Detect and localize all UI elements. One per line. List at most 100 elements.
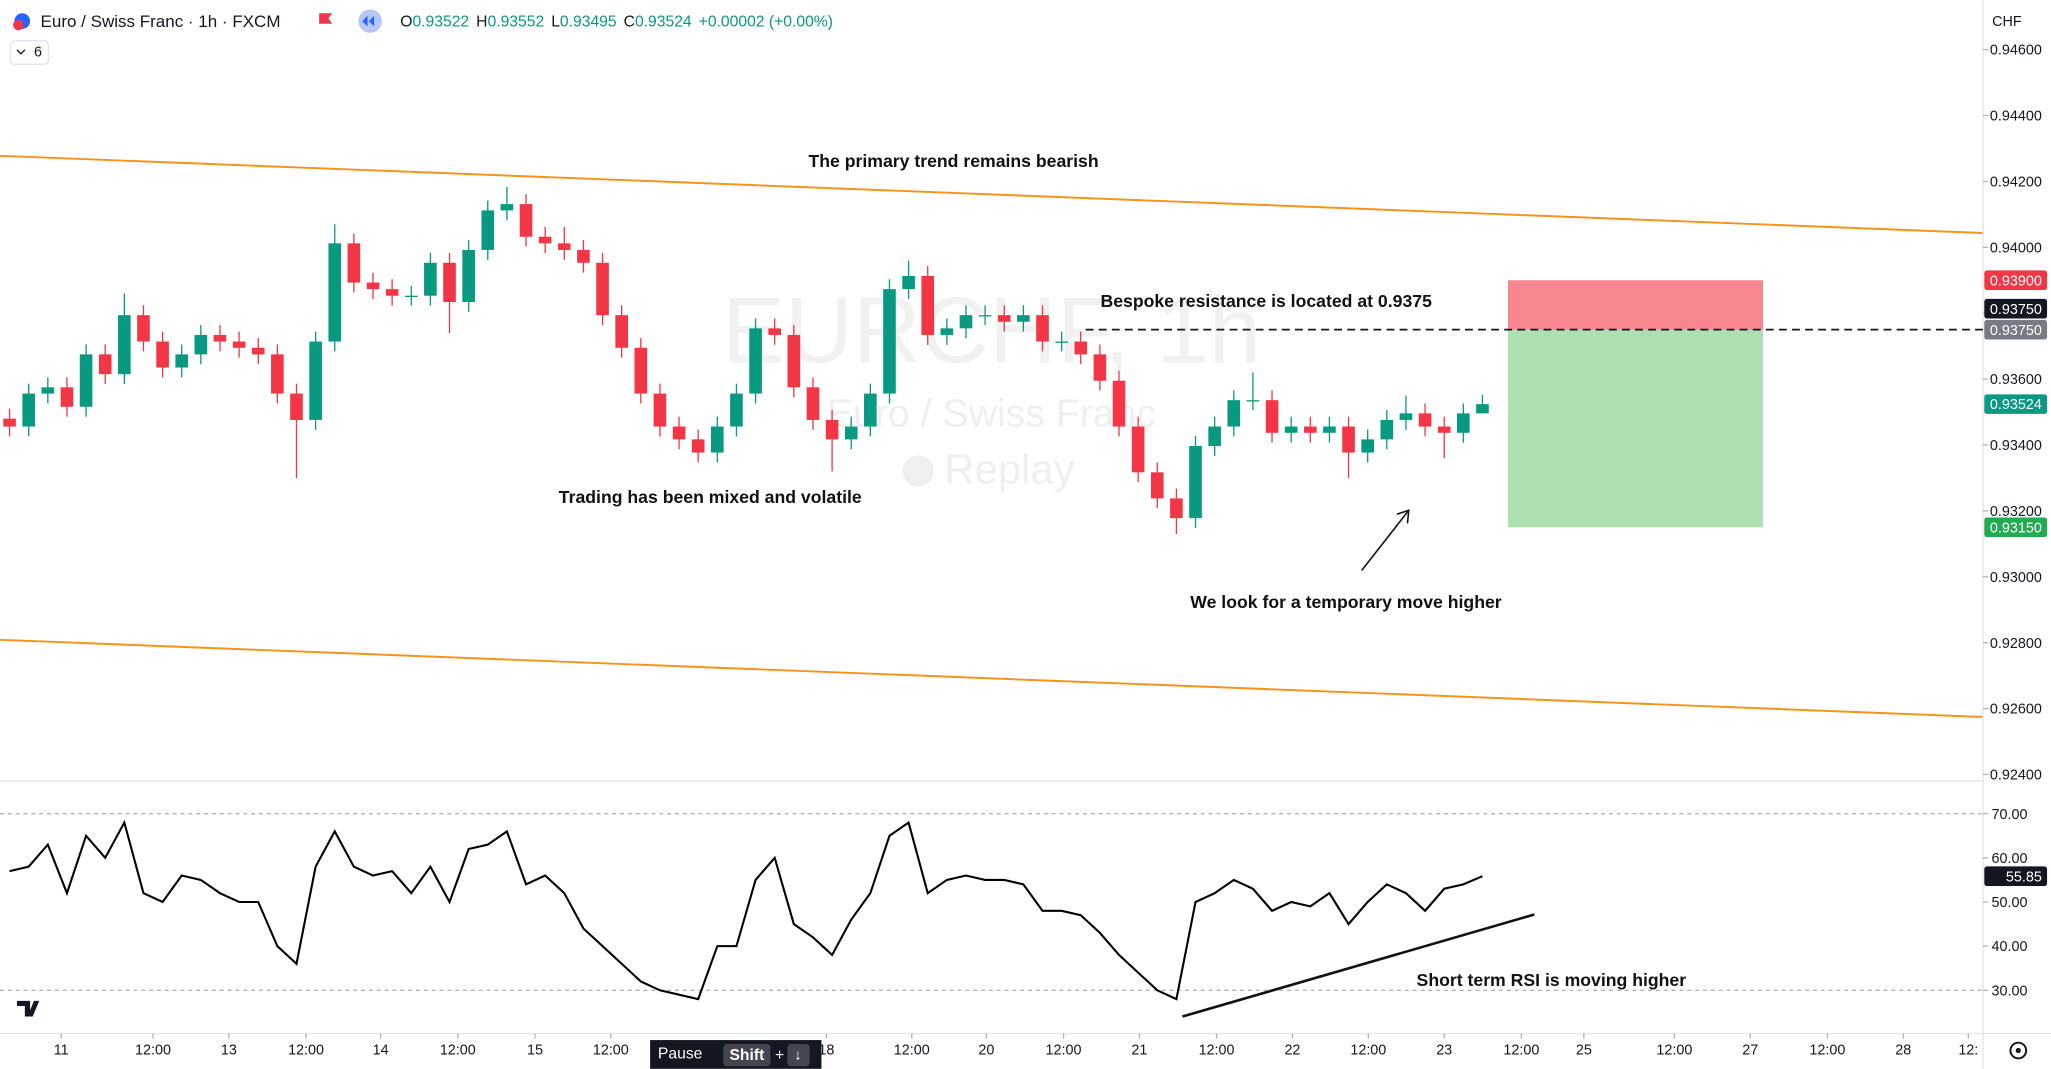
entry-label-text: 0.93750 [1990, 323, 2042, 339]
y-tick-label: 0.93400 [1990, 438, 2042, 454]
candle-body [98, 354, 112, 375]
candle-body [1112, 380, 1126, 427]
settings-button[interactable] [2009, 1041, 2028, 1060]
x-tick-label: 11 [54, 1042, 69, 1058]
candle-body [1131, 426, 1145, 473]
y-tick-label: 0.93200 [1990, 504, 2042, 520]
watermark-name: Euro / Swiss Franc [827, 391, 1156, 435]
arrow-shaft [1361, 509, 1410, 571]
ohlc-value: 0.93524 [635, 14, 692, 31]
annotation: The primary trend remains bearish [808, 151, 1098, 171]
candle-body [347, 243, 361, 283]
x-tick-label: 12:00 [1809, 1042, 1845, 1058]
candle-body [711, 426, 724, 453]
candle-body [290, 393, 303, 420]
candle-body [519, 204, 533, 237]
y-tick-label: 0.93000 [1990, 570, 2042, 586]
candle-body [538, 236, 552, 244]
x-tick-label: 15 [527, 1042, 543, 1058]
candle-body [1093, 354, 1107, 381]
candle-body [1055, 341, 1068, 343]
arrow-head [1396, 509, 1410, 524]
candle-body [921, 275, 935, 335]
candle-body [3, 418, 16, 427]
x-tick-label: 12: [1958, 1042, 1978, 1058]
ohlc-key: L [551, 14, 560, 31]
candle-body [137, 315, 150, 342]
pause-button[interactable]: Pause [658, 1046, 703, 1063]
y-tick-label: 0.94000 [1990, 240, 2042, 256]
replay-button-icon [362, 15, 375, 27]
candle-body [1361, 439, 1374, 453]
plus: + [775, 1047, 784, 1064]
y-tick-label: 0.94200 [1990, 174, 2042, 190]
y-tick-label: 0.92800 [1990, 636, 2042, 652]
symbol-icon [13, 19, 24, 31]
candle-body [481, 210, 495, 250]
rsi-line [9, 819, 1483, 1001]
candle-body [1246, 400, 1260, 402]
resistance-label-text: 0.93750 [1990, 302, 2042, 318]
target-label [1984, 517, 2048, 538]
y-tick-label: 0.94600 [1990, 43, 2042, 59]
candle-body [1323, 426, 1336, 433]
annotation: We look for a temporary move higher [1190, 592, 1502, 612]
x-tick-label: 21 [1131, 1042, 1147, 1058]
candle-body [1303, 426, 1317, 433]
x-tick-label: 22 [1284, 1042, 1300, 1058]
candle-body [1189, 445, 1202, 519]
candle-body [443, 262, 456, 302]
arrow-key [787, 1043, 810, 1067]
x-tick-label: 13 [221, 1042, 237, 1058]
candle-body [366, 282, 380, 290]
symbol-title: Euro / Swiss Franc · 1h · FXCM [41, 12, 281, 31]
candle-body [1437, 426, 1451, 433]
candle-body [749, 328, 762, 394]
candle-body [1476, 404, 1489, 414]
stop-label-text: 0.93900 [1990, 273, 2042, 289]
target-zone [1507, 329, 1764, 528]
candle-body [1036, 315, 1049, 342]
x-tick-label: 20 [978, 1042, 994, 1058]
candle-body [1284, 426, 1298, 433]
y-tick-label: 0.92600 [1990, 702, 2042, 718]
candle-body [404, 295, 418, 298]
candle-body [653, 393, 667, 427]
candle-body [1208, 426, 1221, 446]
candle-body [997, 315, 1011, 322]
candle-body [672, 426, 686, 440]
x-tick-label: 25 [1576, 1042, 1592, 1058]
x-tick-label: 14 [373, 1042, 389, 1058]
candle-body [424, 262, 437, 296]
rsi-y-tick-label: 70.00 [1991, 807, 2027, 823]
x-tick-label: 12:00 [440, 1042, 476, 1058]
indicators-toggle[interactable] [9, 40, 50, 65]
marks: 0.92400 0.92600 0.92800 0.93000 0.93200 0.934… [0, 43, 2048, 1058]
ohlc-value: 0.93495 [560, 14, 617, 31]
candle-body [1017, 315, 1030, 322]
annotation: Trading has been mixed and volatile [559, 487, 862, 507]
annotation: Short term RSI is moving higher [1417, 970, 1687, 990]
ohlc-key: H [476, 14, 487, 31]
candle-body [385, 289, 399, 296]
annotation: Bespoke resistance is located at 0.9375 [1100, 291, 1432, 311]
watermark-mode: Replay [944, 445, 1074, 492]
rsi-y-tick-label: 30.00 [1991, 983, 2027, 999]
candle-body [232, 341, 246, 348]
candle-body [864, 393, 877, 427]
candle-body [768, 328, 782, 335]
tv-logo [17, 1000, 40, 1017]
candle-body [883, 289, 896, 394]
stop-zone [1507, 280, 1764, 330]
settings-icon [2015, 1047, 2021, 1054]
candle-body [557, 243, 571, 250]
x-tick-label: 18 [818, 1042, 834, 1058]
replay-icon [902, 455, 934, 487]
shift-key [723, 1043, 771, 1067]
candle-body [118, 315, 131, 375]
currency: CHF [1992, 14, 2022, 30]
resistance-label [1984, 298, 2048, 319]
ohlc-value: 0.93552 [487, 14, 544, 31]
